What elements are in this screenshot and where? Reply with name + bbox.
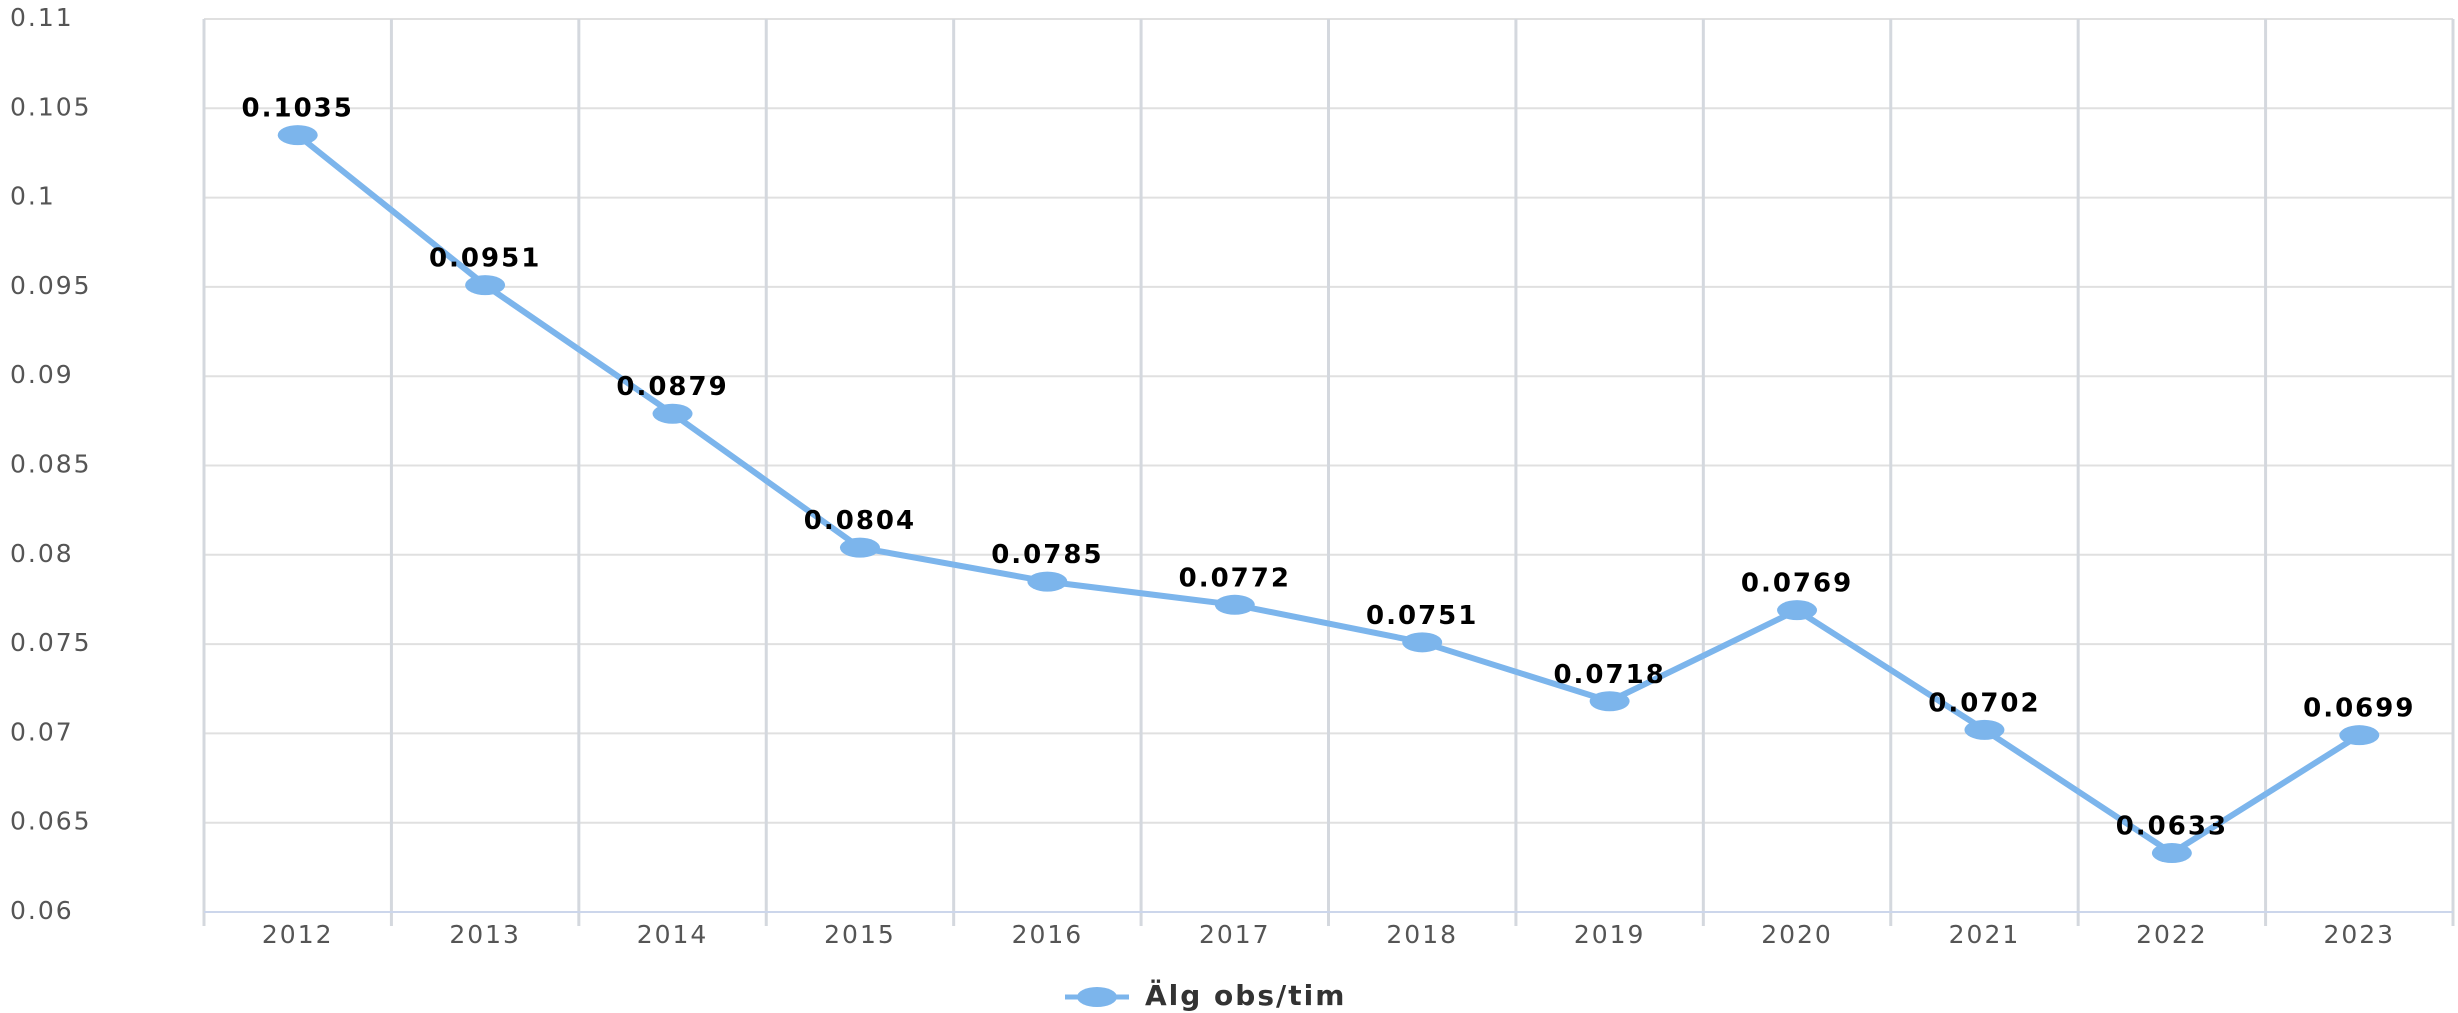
point [465,275,506,296]
x-tick-label: 2023 [2323,920,2395,949]
point [1214,594,1255,615]
point [1589,691,1630,712]
data-label: 0.0699 [2303,694,2415,724]
data-label: 0.0772 [1179,563,1291,593]
data-label: 0.0951 [429,244,541,274]
data-label: 0.0785 [991,540,1103,570]
x-tick-label: 2021 [1949,920,2021,949]
y-tick-label: 0.1 [10,182,56,211]
point [839,537,880,558]
x-tick-label: 2018 [1386,920,1458,949]
point [1964,719,2005,740]
y-tick-label: 0.11 [10,3,74,32]
y-tick-label: 0.06 [10,896,74,925]
line [295,132,2361,857]
x-tick-label: 2014 [637,920,709,949]
y-tick-label: 0.095 [10,271,92,300]
point [1777,600,1818,621]
legend-label: Älg obs/tim [1145,978,1346,1012]
point [2151,843,2192,864]
data-label: 0.0702 [1928,688,2040,718]
y-tick-label: 0.075 [10,628,92,657]
data-label: 0.1035 [242,94,354,124]
y-tick-label: 0.065 [10,807,92,836]
x-tick-label: 2020 [1761,920,1833,949]
x-tick-label: 2022 [2136,920,2208,949]
point [1402,632,1443,653]
legend-marker [1077,987,1117,1007]
x-tick-label: 2013 [449,920,521,949]
data-label: 0.0633 [2116,812,2228,842]
y-tick-label: 0.08 [10,539,74,568]
point [277,125,318,146]
y-tick-label: 0.085 [10,450,92,479]
x-tick-label: 2017 [1199,920,1271,949]
x-tick-label: 2019 [1574,920,1646,949]
data-label: 0.0879 [616,372,728,402]
x-tick-label: 2012 [262,920,334,949]
data-label: 0.0804 [804,506,916,536]
y-tick-label: 0.07 [10,717,74,746]
point [652,403,693,424]
data-label: 0.0751 [1366,601,1478,631]
data-label: 0.0718 [1553,660,1665,690]
y-tick-label: 0.105 [10,92,92,121]
point [2339,725,2380,746]
point [1027,571,1068,592]
y-tick-label: 0.09 [10,360,74,389]
data-label: 0.0769 [1741,569,1853,599]
x-tick-label: 2015 [824,920,896,949]
x-tick-label: 2016 [1012,920,1084,949]
